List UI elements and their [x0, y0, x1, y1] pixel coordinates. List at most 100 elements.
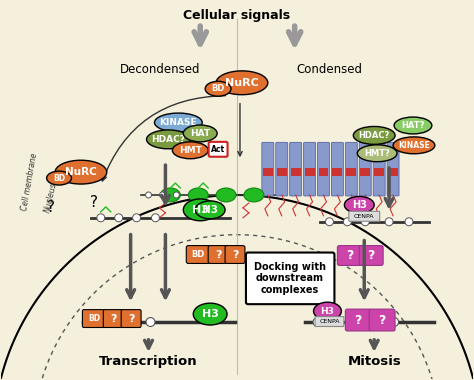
Text: Mitosis: Mitosis: [347, 355, 401, 368]
Text: HMT: HMT: [179, 146, 202, 155]
Bar: [388, 168, 398, 176]
FancyBboxPatch shape: [349, 211, 380, 221]
Bar: [277, 168, 287, 176]
Ellipse shape: [345, 196, 374, 213]
FancyBboxPatch shape: [208, 245, 228, 263]
Text: H3: H3: [192, 205, 209, 215]
FancyBboxPatch shape: [186, 245, 210, 263]
Bar: [360, 168, 370, 176]
Text: Act: Act: [211, 145, 225, 154]
Ellipse shape: [195, 201, 225, 219]
Ellipse shape: [155, 113, 202, 132]
FancyBboxPatch shape: [82, 310, 105, 328]
Circle shape: [127, 318, 136, 326]
FancyBboxPatch shape: [103, 310, 123, 328]
FancyBboxPatch shape: [387, 142, 399, 196]
Circle shape: [350, 318, 359, 326]
Text: ?: ?: [110, 314, 117, 323]
Text: H3: H3: [202, 309, 219, 319]
Bar: [291, 168, 301, 176]
Text: H3: H3: [320, 307, 334, 316]
Text: HDAC?: HDAC?: [151, 135, 185, 144]
Text: ?: ?: [355, 314, 362, 326]
Circle shape: [91, 318, 100, 326]
Text: H3: H3: [352, 200, 367, 210]
Bar: [332, 168, 342, 176]
Text: ?: ?: [378, 314, 386, 326]
Bar: [374, 168, 384, 176]
Ellipse shape: [216, 71, 268, 95]
FancyBboxPatch shape: [246, 253, 335, 304]
Text: ?: ?: [346, 249, 353, 262]
Text: Transcription: Transcription: [99, 355, 198, 368]
Text: HMT?: HMT?: [365, 149, 390, 158]
Bar: [319, 168, 328, 176]
Text: Docking with
downstream
complexes: Docking with downstream complexes: [254, 262, 326, 295]
Bar: [305, 168, 315, 176]
Circle shape: [115, 214, 123, 222]
FancyBboxPatch shape: [373, 142, 385, 196]
Circle shape: [326, 218, 333, 226]
Circle shape: [173, 192, 179, 198]
FancyBboxPatch shape: [209, 142, 228, 157]
FancyBboxPatch shape: [225, 245, 245, 263]
Circle shape: [152, 214, 159, 222]
Ellipse shape: [244, 188, 264, 202]
Text: Decondensed: Decondensed: [120, 63, 201, 76]
Circle shape: [133, 214, 141, 222]
FancyBboxPatch shape: [262, 142, 274, 196]
Circle shape: [370, 318, 379, 326]
Ellipse shape: [357, 145, 397, 162]
Text: NuRC: NuRC: [65, 167, 97, 177]
FancyBboxPatch shape: [315, 317, 344, 326]
Ellipse shape: [161, 188, 180, 202]
Ellipse shape: [55, 160, 107, 184]
Circle shape: [159, 192, 165, 198]
Circle shape: [146, 192, 152, 198]
Ellipse shape: [313, 302, 341, 320]
Text: ?: ?: [215, 250, 221, 260]
FancyBboxPatch shape: [276, 142, 288, 196]
Text: ?: ?: [47, 200, 55, 215]
Circle shape: [361, 218, 369, 226]
Text: ?: ?: [90, 195, 98, 211]
Text: KINASE: KINASE: [398, 141, 430, 150]
Ellipse shape: [393, 137, 435, 154]
Text: BD: BD: [191, 250, 205, 259]
Circle shape: [146, 318, 155, 326]
Text: Nucleus: Nucleus: [43, 182, 59, 214]
FancyBboxPatch shape: [346, 309, 371, 331]
Circle shape: [343, 218, 351, 226]
Circle shape: [97, 214, 105, 222]
Text: KINASE: KINASE: [160, 118, 197, 127]
Text: ?: ?: [128, 314, 134, 323]
Text: BD: BD: [211, 84, 225, 93]
Text: H3: H3: [202, 205, 218, 215]
Bar: [346, 168, 356, 176]
Bar: [263, 168, 273, 176]
Text: CENPA: CENPA: [354, 214, 374, 219]
Circle shape: [405, 218, 413, 226]
Circle shape: [109, 318, 118, 326]
Text: Cell membrane: Cell membrane: [20, 152, 39, 212]
Text: ?: ?: [232, 250, 238, 260]
Text: ?: ?: [367, 249, 375, 262]
Ellipse shape: [205, 81, 231, 96]
Ellipse shape: [173, 142, 208, 159]
Circle shape: [390, 318, 399, 326]
Ellipse shape: [193, 303, 227, 325]
Ellipse shape: [146, 130, 190, 149]
Text: HDAC?: HDAC?: [358, 131, 390, 140]
Ellipse shape: [394, 117, 432, 134]
Text: Condensed: Condensed: [296, 63, 363, 76]
Ellipse shape: [188, 188, 208, 202]
Text: NuRC: NuRC: [225, 78, 259, 88]
Ellipse shape: [183, 199, 217, 221]
FancyBboxPatch shape: [369, 309, 395, 331]
FancyBboxPatch shape: [359, 142, 371, 196]
Text: CENPA: CENPA: [319, 319, 340, 324]
FancyBboxPatch shape: [359, 245, 383, 266]
FancyBboxPatch shape: [337, 245, 361, 266]
Circle shape: [313, 318, 322, 326]
FancyBboxPatch shape: [318, 142, 329, 196]
